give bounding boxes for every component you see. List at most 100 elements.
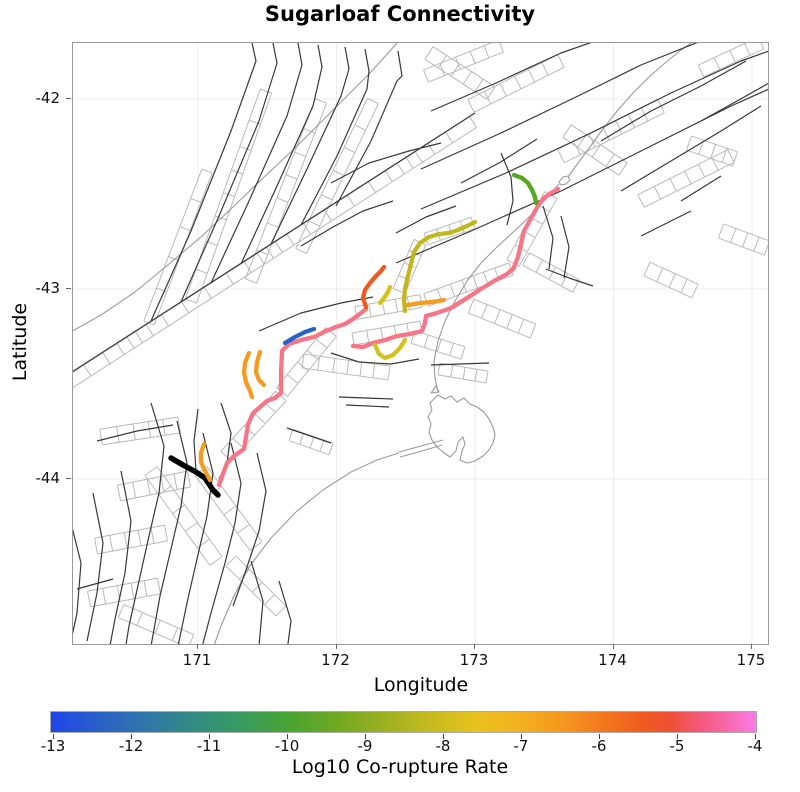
fault-trace bbox=[150, 420, 188, 644]
colorbar-tick-mark bbox=[443, 734, 444, 739]
fault-segment-outline bbox=[73, 116, 477, 389]
fault-trace bbox=[270, 46, 350, 245]
corupture-segment-orangered-arc bbox=[360, 264, 387, 310]
corupture-segment-orange-horizontal bbox=[405, 297, 447, 308]
colorbar-tick-label: -13 bbox=[40, 737, 66, 755]
fault-segment-outline bbox=[437, 362, 489, 384]
fault-trace bbox=[640, 210, 692, 237]
y-tick-mark bbox=[66, 288, 71, 289]
fault-trace bbox=[73, 112, 476, 373]
chart-title: Sugarloaf Connectivity bbox=[264, 2, 536, 26]
y-tick-mark bbox=[66, 98, 71, 99]
fault-trace bbox=[232, 452, 267, 607]
fault-trace bbox=[560, 215, 570, 279]
fault-trace bbox=[73, 528, 82, 635]
y-tick-label: -44 bbox=[35, 469, 61, 487]
fault-segment-outline bbox=[410, 330, 466, 360]
source-fault bbox=[168, 455, 221, 498]
fault-segment-outline bbox=[467, 298, 537, 339]
fault-trace bbox=[177, 432, 214, 644]
fault-segment-outline bbox=[467, 54, 565, 113]
coastline bbox=[427, 394, 496, 464]
x-tick-mark bbox=[612, 644, 614, 649]
x-tick-mark bbox=[335, 644, 337, 649]
corupture-segment-orange-s2 bbox=[253, 349, 267, 388]
corupture-segment-pink-upper bbox=[511, 186, 561, 270]
x-tick-mark bbox=[474, 644, 475, 649]
fault-trace bbox=[338, 396, 394, 400]
x-tick-mark bbox=[197, 644, 198, 649]
x-axis-title: Longitude bbox=[373, 674, 469, 696]
coastline bbox=[433, 183, 560, 393]
fault-trace bbox=[620, 105, 762, 192]
fault-trace bbox=[96, 424, 174, 442]
fault-trace bbox=[86, 492, 104, 642]
y-axis-title: Latitude bbox=[9, 302, 31, 382]
y-tick-label: -42 bbox=[35, 89, 61, 107]
fault-trace bbox=[345, 404, 390, 408]
coastline bbox=[558, 175, 571, 186]
corupture-segment-orange-lower bbox=[198, 441, 213, 483]
coastline bbox=[430, 385, 440, 394]
fault-trace bbox=[542, 205, 554, 270]
x-tick-label: 174 bbox=[598, 651, 627, 669]
fault-trace bbox=[680, 175, 722, 202]
x-tick-label: 175 bbox=[736, 651, 766, 669]
coastline bbox=[399, 444, 443, 458]
fault-trace bbox=[700, 82, 768, 122]
fault-trace bbox=[335, 50, 403, 207]
colorbar-label: Log10 Co-rupture Rate bbox=[291, 756, 509, 778]
colorbar-tick-label: -6 bbox=[591, 737, 607, 755]
colorbar-tick-label: -8 bbox=[435, 737, 451, 755]
fault-trace bbox=[258, 296, 374, 332]
fault-trace bbox=[76, 578, 114, 590]
corupture-segment-pink-trunk bbox=[216, 306, 369, 488]
colorbar-tick-mark bbox=[209, 734, 210, 739]
fault-segment-outline bbox=[717, 223, 768, 256]
fault-trace bbox=[545, 268, 594, 287]
fault-trace bbox=[330, 352, 420, 365]
colorbar-tick-mark bbox=[365, 734, 366, 739]
fault-segment-outline bbox=[220, 390, 287, 462]
colorbar-tick-label: -10 bbox=[274, 737, 300, 755]
fault-segment-outline bbox=[557, 98, 665, 164]
fault-trace bbox=[180, 43, 278, 303]
x-tick-label: 173 bbox=[459, 651, 489, 669]
fault-segment-outline bbox=[424, 46, 496, 100]
colorbar-gradient bbox=[50, 711, 757, 733]
fault-trace bbox=[395, 88, 768, 264]
fault-segment-outline bbox=[143, 168, 213, 326]
colorbar-tick-label: -7 bbox=[513, 737, 529, 755]
map-canvas bbox=[73, 43, 768, 644]
fault-trace bbox=[330, 142, 442, 184]
plot-area bbox=[72, 42, 769, 645]
fault-trace bbox=[395, 205, 457, 234]
fault-trace bbox=[286, 427, 332, 444]
y-tick-label: -43 bbox=[35, 279, 61, 297]
fault-trace bbox=[240, 44, 323, 265]
fault-trace bbox=[109, 470, 132, 644]
fault-trace bbox=[300, 200, 394, 247]
colorbar-tick-label: -4 bbox=[747, 737, 763, 755]
fault-trace bbox=[430, 43, 592, 112]
fault-trace bbox=[500, 152, 514, 226]
corupture-segment-yellow-hook bbox=[377, 284, 393, 306]
fault-trace bbox=[420, 43, 698, 170]
corupture-segment-blue-segment bbox=[282, 326, 317, 346]
fault-trace bbox=[202, 442, 242, 644]
colorbar-tick-label: -9 bbox=[357, 737, 373, 755]
coastline bbox=[73, 43, 398, 332]
fault-segment-outline bbox=[643, 261, 699, 299]
colorbar-tick-label: -12 bbox=[118, 737, 144, 755]
fault-trace bbox=[278, 580, 292, 644]
fault-trace bbox=[420, 50, 768, 210]
fault-trace bbox=[125, 402, 165, 644]
fault-segment-outline bbox=[225, 555, 287, 617]
fault-trace bbox=[600, 60, 747, 142]
colorbar-tick-mark bbox=[131, 734, 132, 739]
fault-segment-outline bbox=[562, 124, 628, 176]
fault-segment-outline bbox=[301, 353, 391, 381]
colorbar-tick-mark bbox=[53, 734, 54, 739]
fault-segment-outline bbox=[295, 97, 379, 255]
